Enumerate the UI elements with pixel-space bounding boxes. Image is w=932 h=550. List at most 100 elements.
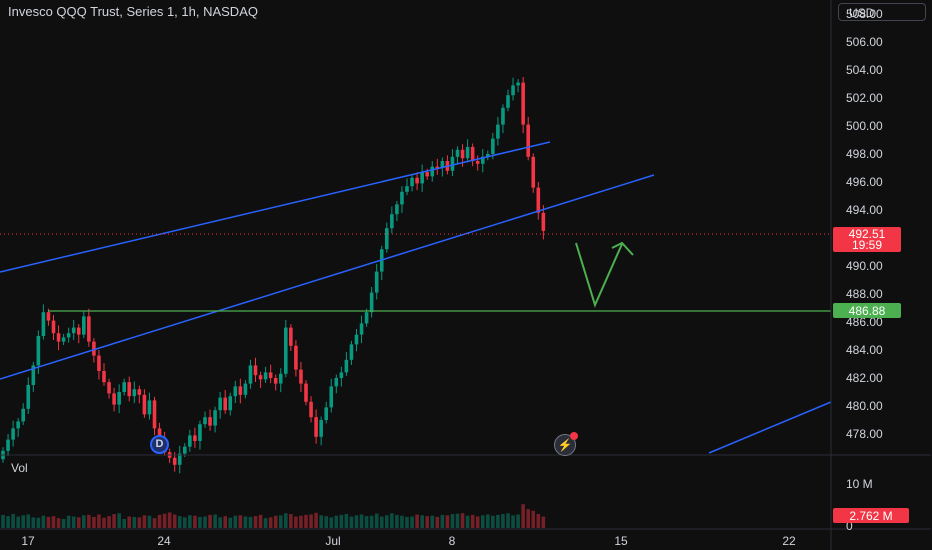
volume-bar (445, 515, 450, 528)
candle-body (405, 186, 409, 192)
candle-body (243, 383, 248, 395)
candle-body (21, 408, 25, 422)
candle-body (157, 428, 162, 440)
time-tick-label: 22 (782, 534, 796, 548)
volume-bar (486, 514, 490, 528)
candle-body (435, 166, 440, 168)
volume-bar (6, 516, 10, 528)
candle-body (390, 214, 394, 229)
volume-bar (243, 516, 248, 528)
symbol-title[interactable]: Invesco QQQ Trust, Series 1, 1h, NASDAQ (8, 4, 258, 19)
volume-bar (198, 516, 202, 528)
volume-zero-label: 0 (846, 519, 853, 533)
volume-bar (541, 516, 546, 528)
volume-bar (480, 515, 485, 528)
volume-bar (248, 516, 253, 528)
candle-body (284, 327, 288, 374)
volume-bar (344, 514, 349, 528)
time-tick-label: Jul (325, 534, 340, 548)
volume-bar (299, 515, 303, 528)
volume-bar (455, 513, 460, 528)
volume-bar (465, 515, 470, 528)
volume-indicator-label[interactable]: Vol (11, 461, 28, 475)
candle-body (92, 341, 96, 356)
flash-icon[interactable]: ⚡ (554, 432, 578, 456)
projection-arrowhead (611, 241, 634, 256)
price-tick-label: 506.00 (846, 35, 883, 49)
volume-bar (491, 515, 495, 528)
countdown-text: 19:59 (852, 238, 882, 252)
price-tick-label: 480.00 (846, 399, 883, 413)
volume-bar (364, 516, 369, 528)
lower-channel-trendline[interactable] (708, 401, 832, 454)
time-tick-label: 24 (157, 534, 171, 548)
volume-bar (324, 516, 328, 528)
volume-bar (142, 515, 147, 528)
volume-max-label: 10 M (846, 477, 873, 491)
volume-bar (233, 515, 238, 528)
lower-trendline[interactable] (0, 174, 655, 380)
price-tick-label: 500.00 (846, 119, 883, 133)
price-tick-label: 502.00 (846, 91, 883, 105)
candle-body (491, 138, 495, 154)
volume-bar (390, 513, 394, 528)
volume-bar (253, 516, 258, 528)
upper-trendline[interactable] (0, 141, 551, 273)
volume-bar (203, 516, 207, 528)
price-axis[interactable]: 508.00 506.00 504.00 502.00 500.00 498.00 496.… (846, 7, 883, 441)
candle-body (76, 327, 81, 335)
volume-bar (157, 514, 162, 528)
candle-body (203, 417, 207, 425)
candle-body (536, 187, 541, 213)
volume-bar (354, 515, 359, 528)
time-axis[interactable]: 17 24 Jul 8 15 22 (21, 534, 796, 548)
volume-bar (87, 514, 91, 528)
candle-body (228, 396, 233, 411)
candle-body (415, 177, 419, 184)
volume-bar (334, 515, 339, 528)
volume-bar (92, 516, 96, 528)
candle-body (324, 407, 328, 420)
volume-bar (521, 504, 525, 528)
current-price-label: 492.51 19:59 (833, 227, 901, 252)
candle-body (349, 344, 354, 360)
volume-bar (188, 515, 192, 528)
projection-arrow[interactable] (575, 242, 623, 308)
price-tick-label: 482.00 (846, 371, 883, 385)
candle-body (188, 435, 192, 447)
candle-body (142, 394, 147, 415)
volume-bar (516, 514, 520, 528)
candle-body (56, 333, 61, 342)
candle-body (71, 327, 76, 334)
volume-bar (31, 517, 36, 528)
candle-body (334, 378, 339, 387)
drawings (0, 141, 832, 454)
volume-bar (177, 516, 182, 528)
dividend-badge[interactable]: D (150, 435, 169, 454)
candle-body (268, 372, 273, 378)
candle-body (233, 386, 238, 397)
candle-body (289, 327, 293, 346)
volume-bar (66, 515, 71, 528)
volume-bar (284, 513, 288, 528)
volume-bar (263, 518, 268, 528)
volume-bar (349, 516, 354, 528)
candle-body (51, 320, 56, 334)
candle-body (16, 421, 20, 429)
candle-body (208, 417, 212, 426)
volume-bar (435, 516, 440, 528)
candle-body (132, 389, 137, 397)
lightning-icon: ⚡ (557, 438, 573, 452)
volume-bar (496, 514, 500, 528)
candle-body (430, 166, 435, 177)
candle-body (516, 82, 520, 86)
candle-body (440, 161, 445, 168)
currency-selector[interactable]: USD (838, 3, 926, 21)
volume-bar (425, 516, 429, 528)
candle-body (31, 365, 36, 385)
volume-bar (71, 516, 76, 528)
candle-body (107, 382, 111, 394)
volume-bar (137, 517, 142, 528)
